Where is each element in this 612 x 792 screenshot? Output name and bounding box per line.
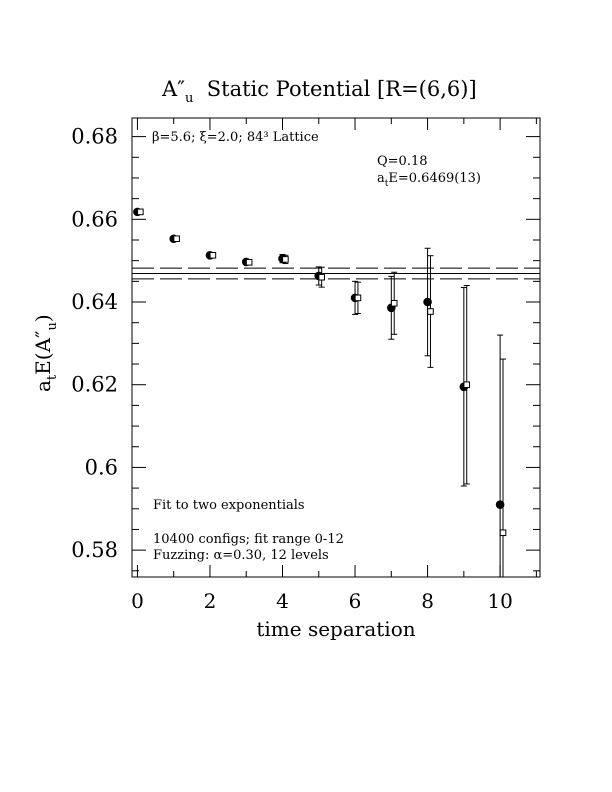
data-point-square [173, 235, 180, 243]
data-point-circle [495, 500, 505, 509]
data-markers [133, 207, 507, 537]
y-tick-label: 0.6 [85, 455, 118, 479]
data-point-square [209, 251, 217, 259]
y-tick-label: 0.68 [71, 125, 118, 149]
data-point-circle [423, 297, 432, 307]
annotation-fit-rest: E=0.6469(13) [388, 171, 481, 186]
y-axis-label: atE(A″u) [31, 314, 60, 392]
data-point-square [282, 256, 289, 263]
data-point-square [499, 529, 507, 537]
data-point-square [137, 208, 144, 216]
data-point-square [427, 308, 434, 315]
y-tick-label: 0.64 [71, 290, 118, 314]
y-tick-label: 0.66 [71, 207, 118, 231]
data-point-square [245, 259, 253, 266]
annotation-fit-energy: atE=0.6469(13) [377, 171, 481, 189]
y-label-end: ) [31, 314, 55, 322]
axis-tick-labels: 0 2 4 6 8 10 0.58 0.6 0.62 0.64 0.66 0.68 [71, 125, 513, 613]
y-label-main: a [31, 380, 55, 392]
error-bars [134, 210, 507, 577]
fit-band [132, 267, 540, 280]
y-label-sub1: t [45, 374, 60, 380]
plot-frame [131, 117, 541, 578]
y-tick-label: 0.58 [71, 538, 118, 562]
title-rest: Static Potential [R=(6,6)] [193, 77, 476, 101]
x-axis-label: time separation [256, 617, 415, 641]
axis-ticks [132, 118, 540, 577]
y-tick-label: 0.62 [71, 373, 118, 397]
note-fit-type: Fit to two exponentials [153, 498, 305, 513]
data-point-square [390, 299, 398, 307]
x-tick-label: 10 [487, 589, 512, 613]
data-point-square [354, 294, 362, 302]
annotation-q: Q=0.18 [377, 154, 428, 169]
x-tick-label: 0 [131, 589, 144, 613]
title-main: A″ [161, 77, 185, 101]
x-tick-label: 4 [276, 589, 289, 613]
note-fuzzing: Fuzzing: α=0.30, 12 levels [153, 548, 329, 563]
chart-title: A″u Static Potential [R=(6,6)] [161, 77, 477, 106]
x-tick-label: 2 [204, 589, 217, 613]
title-subscript: u [185, 91, 193, 106]
annotation-lattice: β=5.6; ξ=2.0; 84³ Lattice [152, 130, 319, 145]
x-tick-label: 8 [421, 589, 434, 613]
y-label-mid: E(A″ [31, 331, 55, 375]
annotation-fit-subscript: t [385, 179, 389, 189]
note-configs: 10400 configs; fit range 0-12 [153, 532, 344, 547]
x-tick-label: 6 [349, 589, 362, 613]
data-point-square [463, 381, 471, 389]
data-point-square [318, 273, 325, 281]
y-label-sub2: u [45, 322, 60, 330]
annotation-fit-main: a [377, 171, 385, 186]
